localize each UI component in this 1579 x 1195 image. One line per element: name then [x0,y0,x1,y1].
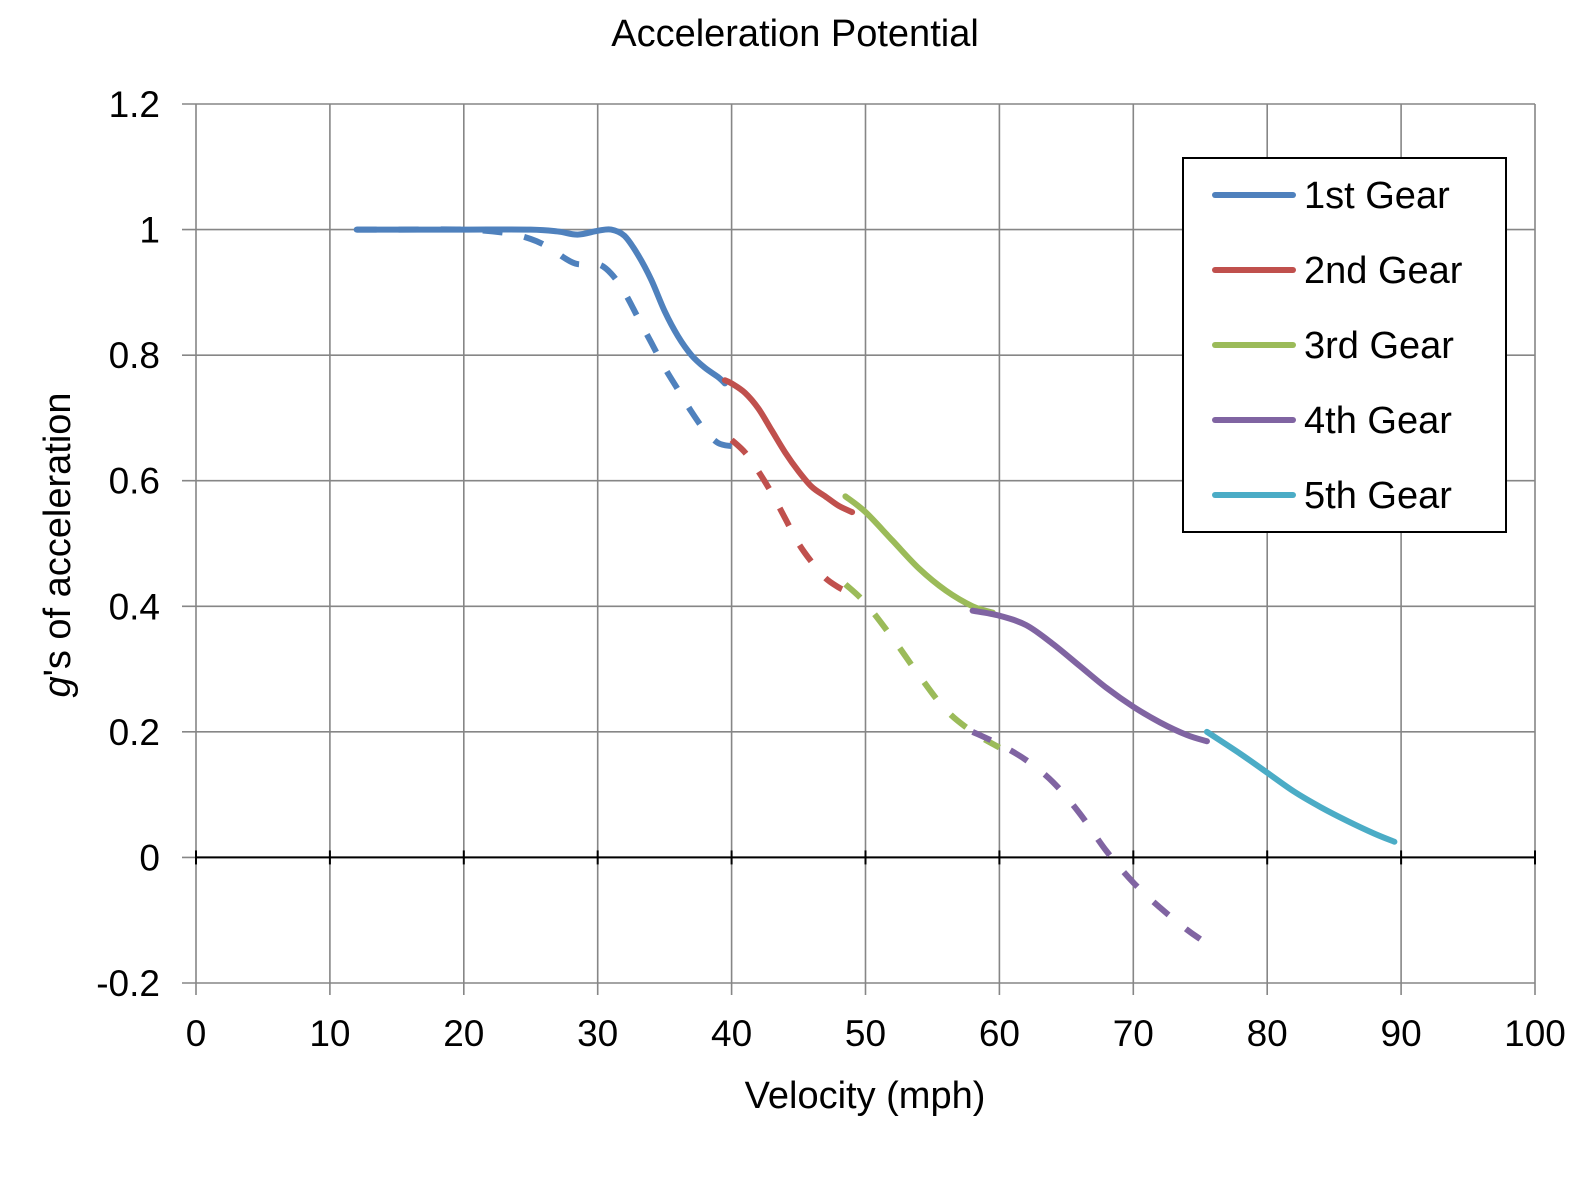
x-tick-label: 0 [186,1013,207,1054]
y-axis-title-rest: 's of acceleration [37,392,79,676]
x-tick-label: 20 [443,1013,484,1054]
x-tick-label: 40 [711,1013,752,1054]
y-tick-label: 0.4 [109,586,160,627]
legend-label: 4th Gear [1304,400,1452,442]
x-tick-label: 30 [577,1013,618,1054]
x-tick-label: 90 [1381,1013,1422,1054]
series-line-2nd-gear-dashed [729,437,847,594]
labels: Acceleration Potential Velocity (mph) g'… [37,13,985,1117]
y-tick-label: 0 [139,837,160,878]
legend-label: 2nd Gear [1304,250,1463,292]
chart-title: Acceleration Potential [611,13,979,55]
axes: -0.2 0 0.2 0.4 0.6 0.8 1 1.2 0 10 20 30 40 50 60 70 80 90… [96,84,1566,1054]
legend-label: 1st Gear [1304,175,1450,217]
series-line-4th-gear-dashed [971,729,1202,942]
x-tick-label: 100 [1504,1013,1566,1054]
legend-label: 5th Gear [1304,475,1452,517]
series-line-3rd-gear [842,493,996,616]
y-axis-title-italic: g [37,676,79,697]
series-line-5th-gear [1203,728,1398,845]
x-tick-label: 60 [979,1013,1020,1054]
grid [182,103,1536,995]
x-axis-title: Velocity (mph) [745,1075,986,1117]
series-line-1st-gear-dashed [356,226,733,450]
y-tick-label: 0.8 [109,335,160,376]
y-tick-label: 1 [139,210,160,251]
x-tick-label: 10 [309,1013,350,1054]
legend: 1st Gear 2nd Gear 3rd Gear 4th Gear 5th Gear [1182,157,1507,533]
legend-label: 3rd Gear [1304,325,1454,367]
y-tick-label: 0.6 [109,461,160,502]
y-tick-label: 0.2 [109,712,160,753]
x-tick-label: 80 [1247,1013,1288,1054]
series-line-2nd-gear [721,377,856,516]
x-tick-label: 70 [1113,1013,1154,1054]
series-lines [353,226,1398,942]
x-tick-label: 50 [845,1013,886,1054]
y-axis-title: g's of acceleration [37,392,79,697]
series-line-4th-gear [969,607,1210,745]
series-line-1st-gear [353,226,728,387]
y-tick-label: -0.2 [96,963,160,1004]
y-tick-label: 1.2 [109,84,160,125]
